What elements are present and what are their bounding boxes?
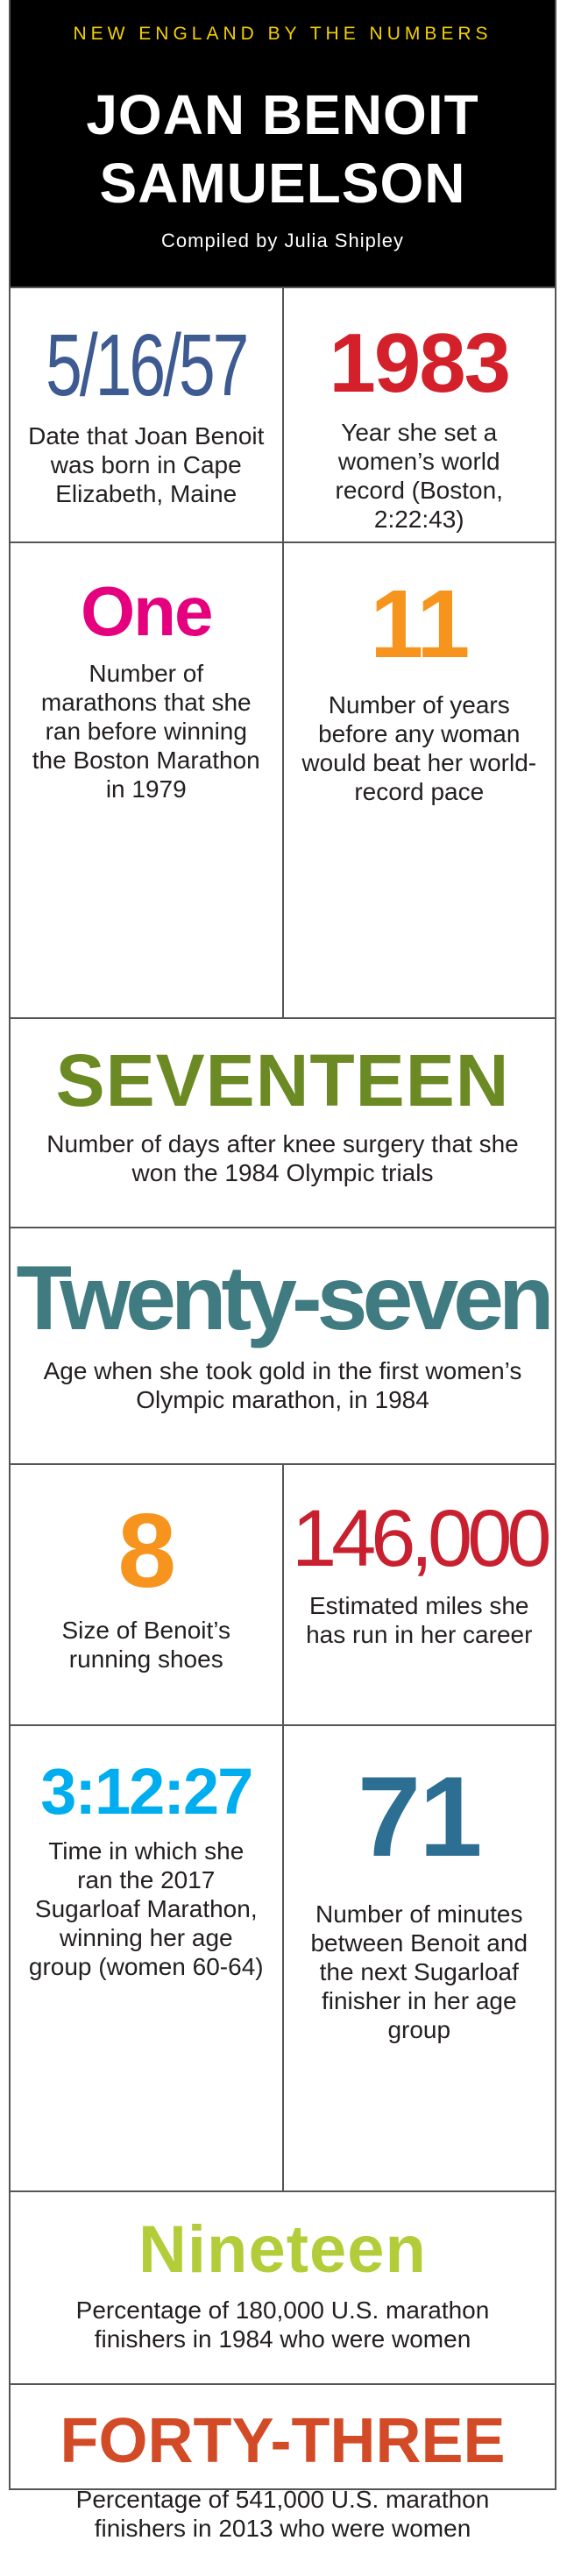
- fact-value: FORTY-THREE: [60, 2406, 506, 2476]
- fact-marathons-before: One Number of marathons that she ran befo…: [11, 543, 282, 1017]
- fact-value: SEVENTEEN: [55, 1039, 510, 1122]
- fact-row: 8 Size of Benoit’s running shoes 146,000 E…: [11, 1463, 555, 1724]
- title-line: JOAN BENOIT: [86, 83, 479, 146]
- fact-desc: Size of Benoit’s running shoes: [61, 1617, 231, 1673]
- fact-birthdate: 5/16/57 Date that Joan Benoit was born in…: [11, 288, 282, 541]
- fact-value: Twenty-seven: [16, 1248, 554, 1349]
- fact-age-gold: Twenty-seven Age when she took gold in th…: [11, 1228, 555, 1463]
- fact-years-record: 11 Number of years before any woman would…: [281, 543, 556, 1017]
- fact-desc: Age when she took gold in the first wome…: [43, 1357, 522, 1413]
- fact-desc: Number of minutes between Benoit and the…: [310, 1900, 528, 2043]
- fact-row: Twenty-seven Age when she took gold in th…: [11, 1227, 555, 1463]
- fact-shoe-size: 8 Size of Benoit’s running shoes: [11, 1465, 282, 1724]
- fact-desc: Time in which she ran the 2017 Sugarloaf…: [28, 1837, 264, 1980]
- fact-minutes-between: 71 Number of minutes between Benoit and t…: [281, 1726, 556, 2190]
- fact-miles-run: 146,000 Estimated miles she has run in he…: [281, 1465, 556, 1724]
- fact-value: 3:12:27: [40, 1755, 253, 1828]
- fact-women-2013: FORTY-THREE Percentage of 541,000 U.S. ma…: [11, 2385, 555, 2576]
- fact-row: FORTY-THREE Percentage of 541,000 U.S. ma…: [11, 2383, 555, 2576]
- fact-desc: Estimated miles she has run in her caree…: [306, 1592, 533, 1648]
- kicker: NEW ENGLAND BY THE NUMBERS: [73, 24, 493, 44]
- fact-value: 11: [370, 570, 470, 678]
- fact-value: One: [80, 572, 214, 650]
- fact-value: 71: [357, 1752, 483, 1880]
- fact-value: 8: [117, 1492, 176, 1610]
- fact-row: 5/16/57 Date that Joan Benoit was born in…: [11, 287, 555, 541]
- fact-desc: Number of days after knee surgery that s…: [46, 1130, 519, 1186]
- fact-value: 146,000: [291, 1494, 552, 1583]
- fact-value: Nineteen: [138, 2212, 427, 2287]
- fact-record-year: 1983 Year she set a women’s world record …: [281, 288, 556, 541]
- fact-days-after-surgery: SEVENTEEN Number of days after knee surge…: [11, 1019, 555, 1227]
- fact-row: 3:12:27 Time in which she ran the 2017 Su…: [11, 1724, 555, 2190]
- fact-desc: Percentage of 541,000 U.S. marathon fini…: [75, 2486, 490, 2542]
- fact-sugarloaf-time: 3:12:27 Time in which she ran the 2017 Su…: [11, 1726, 282, 2190]
- fact-value: 1983: [329, 316, 511, 410]
- fact-women-1984: Nineteen Percentage of 180,000 U.S. marat…: [11, 2192, 555, 2383]
- fact-desc: Number of marathons that she ran before …: [32, 660, 260, 803]
- fact-desc: Date that Joan Benoit was born in Cape E…: [28, 422, 265, 507]
- fact-value: 5/16/57: [46, 316, 249, 414]
- page-title: JOAN BENOIT SAMUELSON: [11, 81, 555, 217]
- title-line: SAMUELSON: [99, 152, 466, 215]
- fact-desc: Year she set a women’s world record (Bos…: [335, 419, 503, 533]
- infographic: NEW ENGLAND BY THE NUMBERS JOAN BENOIT S…: [9, 0, 556, 2542]
- header: NEW ENGLAND BY THE NUMBERS JOAN BENOIT S…: [11, 0, 555, 287]
- fact-desc: Number of years before any woman would b…: [301, 691, 537, 805]
- fact-row: SEVENTEEN Number of days after knee surge…: [11, 1017, 555, 1227]
- fact-row: Nineteen Percentage of 180,000 U.S. marat…: [11, 2190, 555, 2383]
- fact-row: One Number of marathons that she ran befo…: [11, 541, 555, 1017]
- byline: Compiled by Julia Shipley: [161, 230, 404, 251]
- fact-desc: Percentage of 180,000 U.S. marathon fini…: [75, 2296, 490, 2353]
